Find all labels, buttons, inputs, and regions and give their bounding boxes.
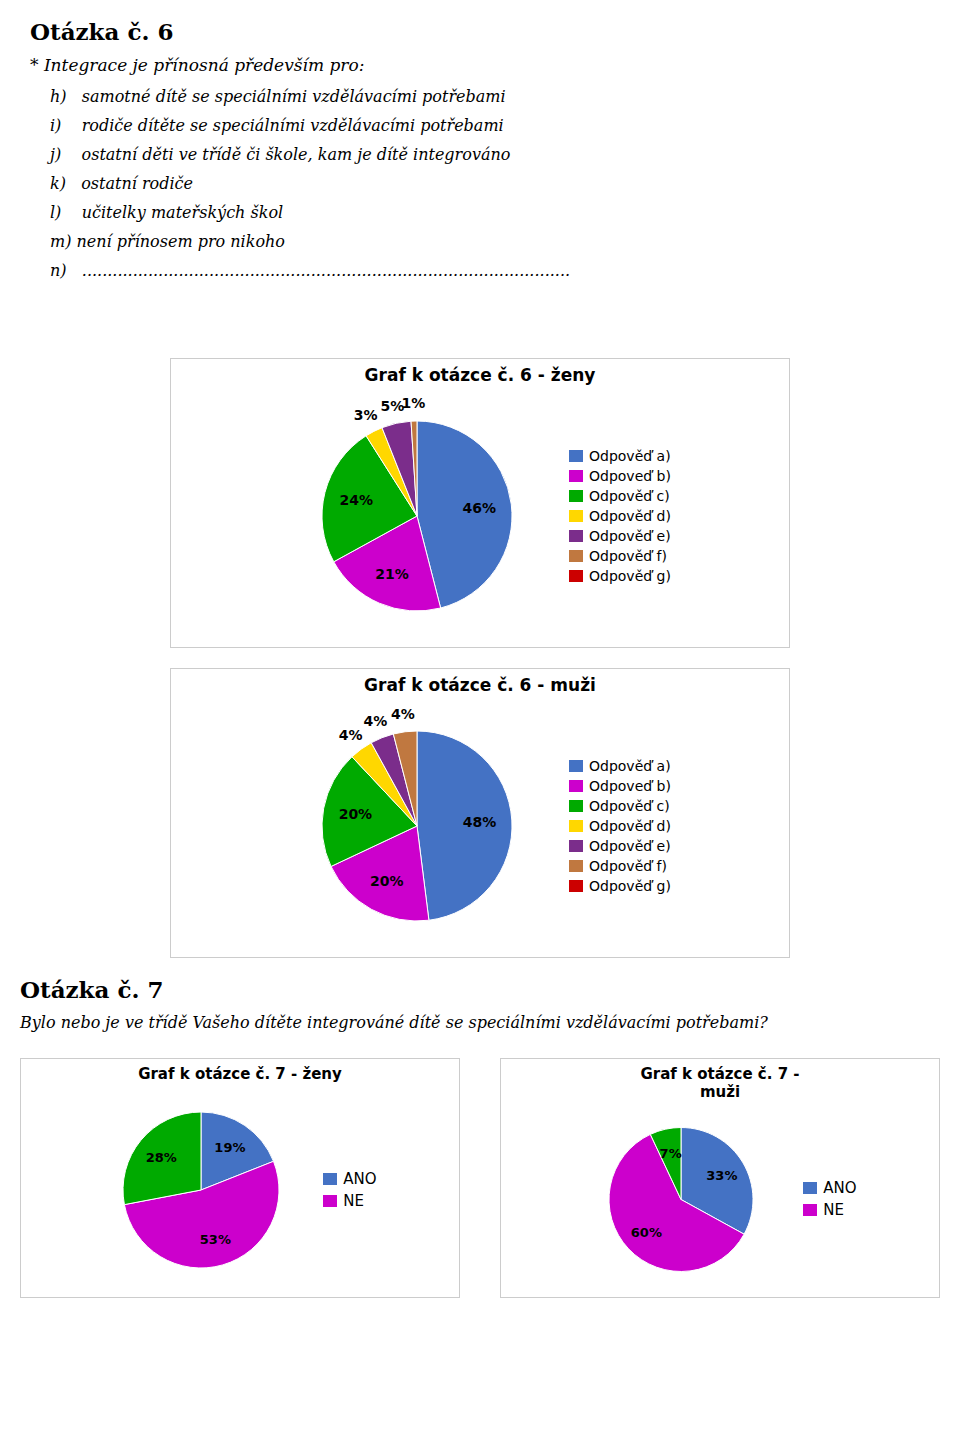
- svg-text:33%: 33%: [707, 1167, 738, 1182]
- html-text:Graf k otázce č. 7 - muži: Graf k otázce č. 7 - muži: [640, 1065, 800, 1101]
- html-text:l) učitelky mateřských škol: l) učitelky mateřských škol: [50, 203, 284, 222]
- html-text:m) není přínosem pro nikoho: m) není přínosem pro nikoho: [50, 232, 285, 251]
- html-text:Odpověď f): Odpověď f): [589, 548, 667, 564]
- svg-text:21%: 21%: [375, 566, 409, 582]
- html-text:Odpověď a): Odpověď a): [589, 758, 671, 774]
- html-text:NE: NE: [823, 1201, 844, 1219]
- svg-text:53%: 53%: [200, 1232, 231, 1247]
- svg-text:3%: 3%: [354, 407, 378, 423]
- html-text:Odpověď c): Odpověď c): [589, 488, 670, 504]
- svg-text:5%: 5%: [380, 397, 405, 414]
- html-text:Odpoveď b): Odpoveď b): [589, 468, 671, 484]
- html-text:Odpověď d): Odpověď d): [589, 508, 671, 524]
- html-text:Odpověď e): Odpověď e): [589, 838, 671, 854]
- html-text:h) samotné dítě se speciálními: h) samotné dítě se speciálními vzdělávac…: [50, 87, 506, 106]
- html-text:ANO: ANO: [343, 1170, 377, 1188]
- svg-text:60%: 60%: [631, 1224, 662, 1239]
- svg-text:28%: 28%: [146, 1150, 177, 1165]
- html-text:Otázka č. 6: Otázka č. 6: [30, 18, 174, 45]
- svg-text:19%: 19%: [215, 1140, 246, 1155]
- svg-text:7%: 7%: [660, 1145, 682, 1160]
- html-text:Odpověď f): Odpověď f): [589, 858, 667, 874]
- html-text:Odpoveď b): Odpoveď b): [589, 778, 671, 794]
- svg-text:4%: 4%: [339, 727, 363, 743]
- html-text:Bylo nebo je ve třídě Vašeho d: Bylo nebo je ve třídě Vašeho dítěte inte…: [20, 1013, 768, 1032]
- html-text:Odpověď d): Odpověď d): [589, 818, 671, 834]
- html-text:Odpověď e): Odpověď e): [589, 528, 671, 544]
- html-text:i) rodiče dítěte se speciálním: i) rodiče dítěte se speciálními vzděláva…: [50, 116, 504, 135]
- html-text:Graf k otázce č. 6 - ženy: Graf k otázce č. 6 - ženy: [364, 365, 596, 385]
- html-text:NE: NE: [343, 1192, 364, 1210]
- html-text:n) ...........................: n) .....................................…: [50, 261, 571, 280]
- svg-text:20%: 20%: [370, 873, 404, 889]
- html-text:ANO: ANO: [823, 1179, 857, 1197]
- svg-text:48%: 48%: [463, 814, 497, 830]
- html-text:Odpověď c): Odpověď c): [589, 798, 670, 814]
- html-text:* Integrace je přínosná předev: * Integrace je přínosná především pro:: [30, 55, 365, 75]
- html-text:Odpověď g): Odpověď g): [589, 878, 671, 894]
- svg-text:4%: 4%: [391, 706, 415, 722]
- html-text:Graf k otázce č. 7 - ženy: Graf k otázce č. 7 - ženy: [138, 1065, 342, 1083]
- html-text:Odpověď a): Odpověď a): [589, 448, 671, 464]
- html-text:j) ostatní děti ve třídě či šk: j) ostatní děti ve třídě či škole, kam j…: [50, 145, 511, 164]
- html-text:k) ostatní rodiče: k) ostatní rodiče: [50, 174, 193, 193]
- svg-text:4%: 4%: [364, 713, 388, 729]
- html-text:Graf k otázce č. 6 - muži: Graf k otázce č. 6 - muži: [364, 675, 596, 695]
- svg-text:46%: 46%: [462, 500, 496, 516]
- html-text:Odpověď g): Odpověď g): [589, 568, 671, 584]
- svg-text:20%: 20%: [339, 806, 373, 822]
- html-text:Otázka č. 7: Otázka č. 7: [20, 976, 164, 1003]
- svg-text:1%: 1%: [402, 395, 426, 411]
- svg-text:24%: 24%: [340, 492, 374, 508]
